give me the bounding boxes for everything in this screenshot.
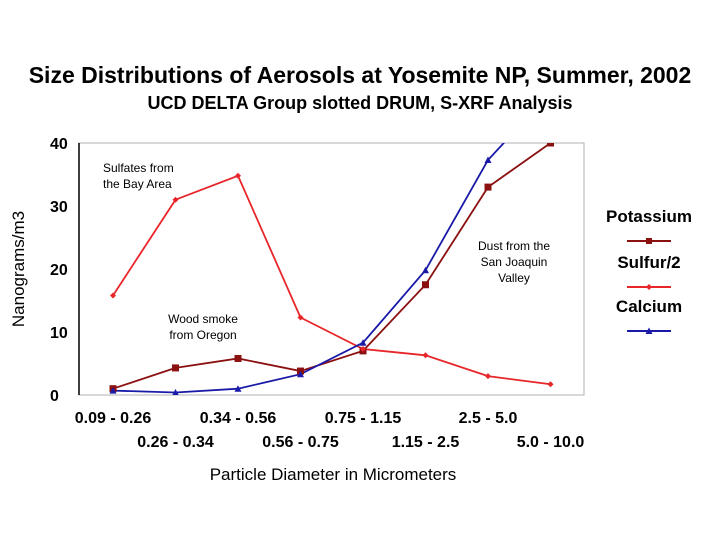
x-tick-label: 5.0 - 10.0 [517, 434, 585, 451]
y-tick-label: 30 [50, 199, 68, 216]
chart-subtitle: UCD DELTA Group slotted DRUM, S-XRF Anal… [147, 93, 573, 113]
series-line-sulfur-2 [112, 174, 551, 386]
data-point-calcium [484, 156, 492, 164]
x-tick-label: 0.26 - 0.34 [137, 434, 214, 451]
legend-marker [645, 327, 653, 334]
plot-area [78, 142, 585, 396]
legend-label: Sulfur/2 [617, 253, 680, 272]
data-point-sulfur-2 [547, 381, 554, 388]
data-point-sulfur-2 [172, 196, 179, 203]
legend-label: Potassium [606, 207, 692, 226]
data-point-calcium [547, 89, 554, 96]
x-tick-label: 0.56 - 0.75 [262, 434, 339, 451]
x-tick-label: 0.75 - 1.15 [325, 410, 402, 427]
x-tick-label: 2.5 - 5.0 [459, 410, 518, 427]
data-point-sulfur-2 [422, 352, 429, 359]
y-tick-label: 20 [50, 262, 68, 279]
legend-marker [646, 284, 652, 290]
x-tick-label: 0.34 - 0.56 [200, 410, 277, 427]
y-tick-label: 40 [50, 136, 68, 153]
data-point-potassium [422, 281, 429, 289]
data-point-calcium [234, 385, 242, 392]
annotation-dust: Valley [498, 271, 530, 285]
x-tick-label: 1.15 - 2.5 [392, 434, 460, 451]
legend-label: Calcium [616, 297, 682, 316]
annotation-wood-smoke: from Oregon [169, 328, 236, 342]
y-axis-label: Nanograms/m3 [9, 211, 28, 327]
data-point-potassium [547, 143, 554, 147]
data-point-calcium [422, 266, 429, 274]
annotation-dust: San Joaquin [481, 255, 548, 269]
data-point-calcium [359, 339, 367, 346]
chart-title: Size Distributions of Aerosols at Yosemi… [28, 62, 692, 88]
annotation-sulfates: the Bay Area [103, 177, 172, 191]
data-point-potassium [172, 364, 179, 372]
x-tick-label: 0.09 - 0.26 [75, 410, 152, 427]
data-point-calcium [297, 370, 304, 378]
series-line-calcium [112, 143, 505, 394]
data-point-potassium [234, 354, 242, 362]
x-axis-label: Particle Diameter in Micrometers [210, 465, 457, 484]
data-point-sulfur-2 [235, 172, 241, 179]
y-tick-label: 10 [50, 325, 68, 342]
annotation-dust: Dust from the [478, 239, 550, 253]
data-point-calcium [172, 388, 179, 395]
data-point-sulfur-2 [110, 292, 116, 299]
data-point-sulfur-2 [485, 373, 491, 380]
annotation-sulfates: Sulfates from [103, 161, 174, 175]
data-point-sulfur-2 [360, 346, 366, 353]
data-point-sulfur-2 [297, 314, 304, 321]
annotation-wood-smoke: Wood smoke [168, 312, 238, 326]
series-line-potassium [112, 143, 552, 390]
legend-marker [646, 238, 652, 244]
y-tick-label: 0 [50, 388, 59, 405]
data-point-potassium [484, 183, 492, 191]
data-point-calcium [109, 387, 117, 394]
